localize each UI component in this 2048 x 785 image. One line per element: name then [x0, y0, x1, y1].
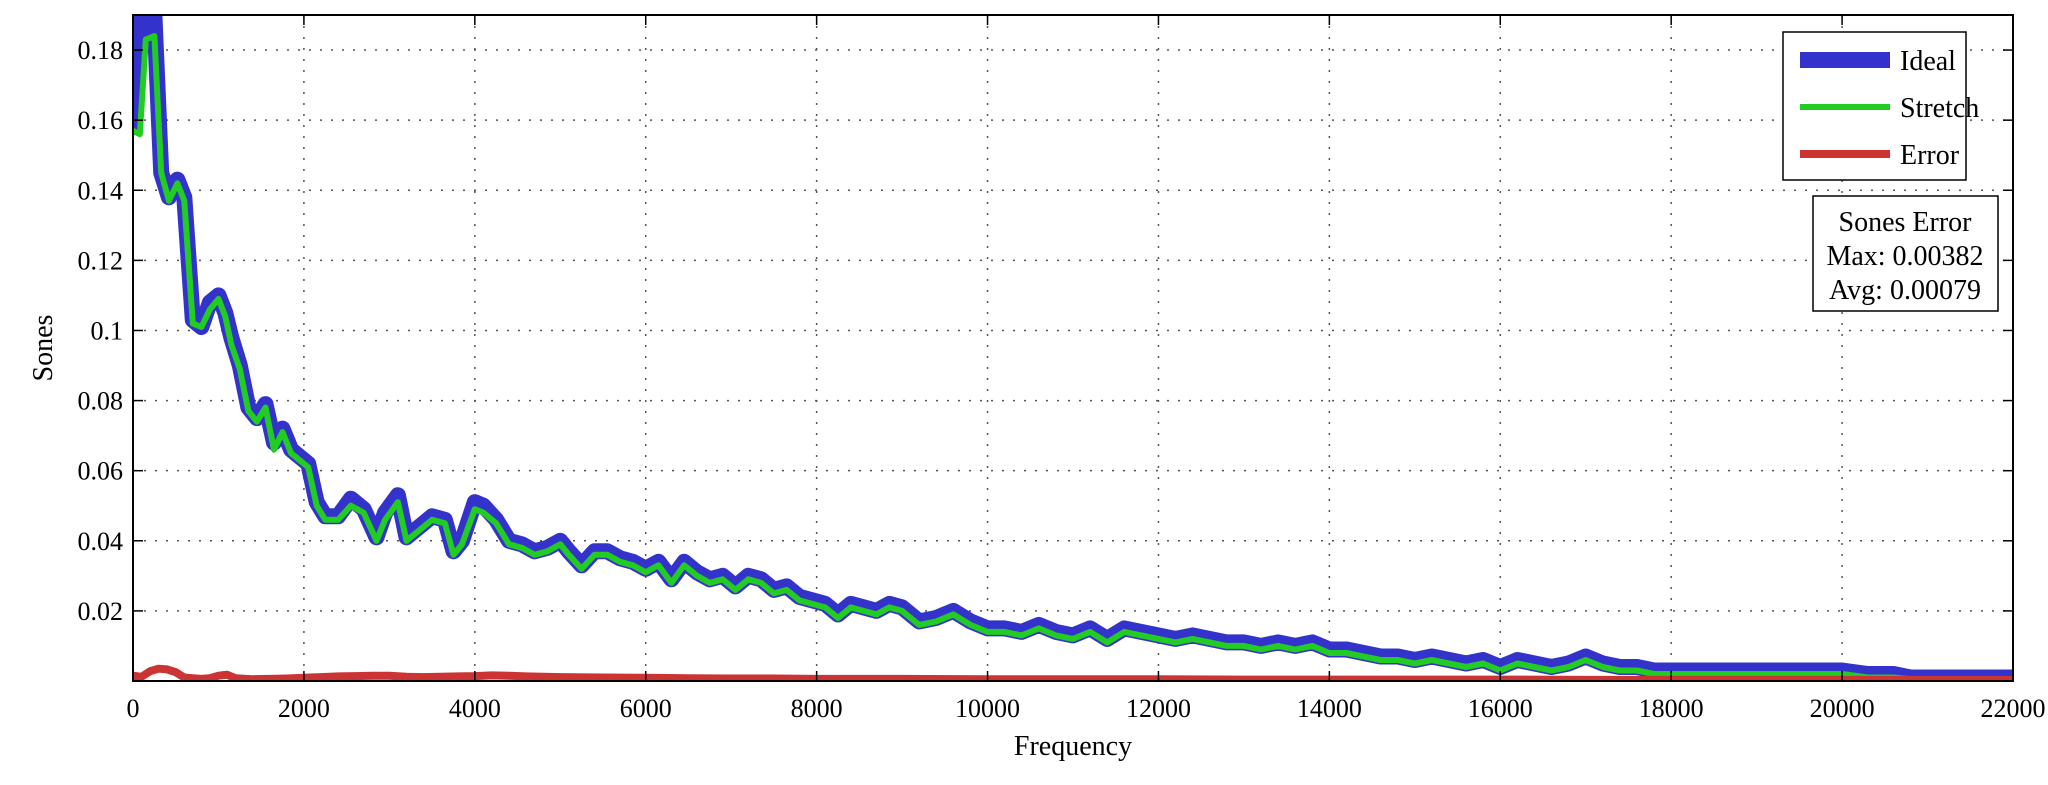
x-tick-label: 10000	[955, 694, 1020, 723]
y-tick-label: 0.1	[91, 316, 124, 345]
x-tick-label: 12000	[1126, 694, 1191, 723]
legend: Ideal Stretch Error	[1782, 31, 1979, 181]
grid	[133, 15, 2013, 681]
legend-label-stretch: Stretch	[1900, 93, 1979, 124]
y-tick-label: 0.02	[78, 597, 124, 626]
y-tick-label: 0.06	[78, 457, 124, 486]
x-tick-label: 2000	[278, 694, 330, 723]
ticks: 0 2000 4000 6000 8000 10000 12000 14000 16000 180…	[78, 15, 2046, 723]
x-tick-label: 14000	[1297, 694, 1362, 723]
x-tick-label: 18000	[1639, 694, 1704, 723]
legend-label-ideal: Ideal	[1900, 46, 1956, 77]
x-tick-label: 0	[127, 694, 140, 723]
x-axis-label: Frequency	[1014, 731, 1132, 762]
y-tick-label: 0.18	[78, 36, 124, 65]
y-tick-label: 0.08	[78, 387, 124, 416]
y-tick-label: 0.14	[78, 176, 124, 205]
stats-max: Max: 0.00382	[1826, 241, 1983, 272]
x-tick-label: 22000	[1981, 694, 2046, 723]
y-tick-label: 0.04	[78, 527, 124, 556]
stats-box-frame	[1812, 195, 1999, 312]
y-tick-label: 0.12	[78, 246, 124, 275]
plot-frame	[132, 14, 2014, 682]
series-line-error	[133, 664, 2013, 681]
y-tick-label: 0.16	[78, 106, 124, 135]
x-tick-label: 8000	[791, 694, 843, 723]
series-lines	[133, 15, 2013, 681]
stats-box: Sones Error Max: 0.00382 Avg: 0.00079	[1812, 195, 1999, 312]
x-tick-label: 6000	[620, 694, 672, 723]
legend-label-error: Error	[1900, 140, 1960, 171]
x-tick-label: 20000	[1810, 694, 1875, 723]
x-tick-label: 4000	[449, 694, 501, 723]
series-line-ideal	[133, 15, 2013, 681]
x-tick-label: 16000	[1468, 694, 1533, 723]
series-line-stretch	[133, 33, 2013, 681]
stats-avg: Avg: 0.00079	[1829, 275, 1981, 306]
y-axis-label: Sones	[28, 315, 59, 382]
stats-title: Sones Error	[1839, 207, 1973, 238]
